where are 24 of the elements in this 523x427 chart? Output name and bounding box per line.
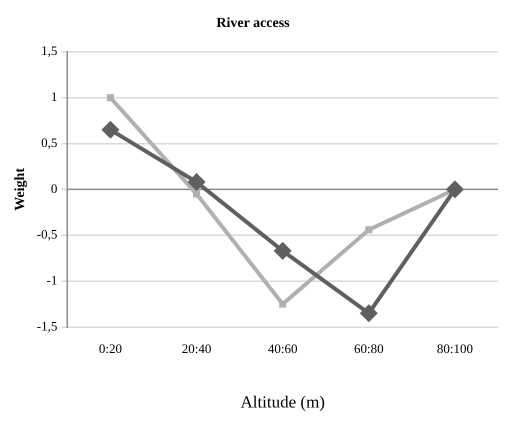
y-tick-label: -1 [46,272,58,288]
point [365,226,372,234]
y-tick-label: 1,5 [41,43,58,58]
x-axis-title: Altitude (m) [240,392,325,412]
chart-title: River access [216,16,290,32]
point [446,180,464,198]
x-tick-label: 20:40 [182,341,212,356]
point [360,304,378,322]
y-tick-label: -0,5 [36,226,58,242]
y-tick-label: 0 [50,180,58,196]
point [188,173,206,192]
y-tick-label: 0,5 [41,134,58,150]
x-tick-label: 0:20 [98,341,122,356]
point [101,120,120,139]
x-tick-label: 60:80 [354,341,384,356]
point [193,190,200,198]
point [106,94,114,102]
y-tick-label: 1 [50,89,58,104]
x-tick-label: 40:60 [268,341,298,356]
y-axis-title: Weight [13,168,28,211]
point [274,242,292,260]
y-tick-label: -1,5 [36,318,58,334]
point [279,300,286,308]
x-tick-label: 80:100 [436,341,473,356]
